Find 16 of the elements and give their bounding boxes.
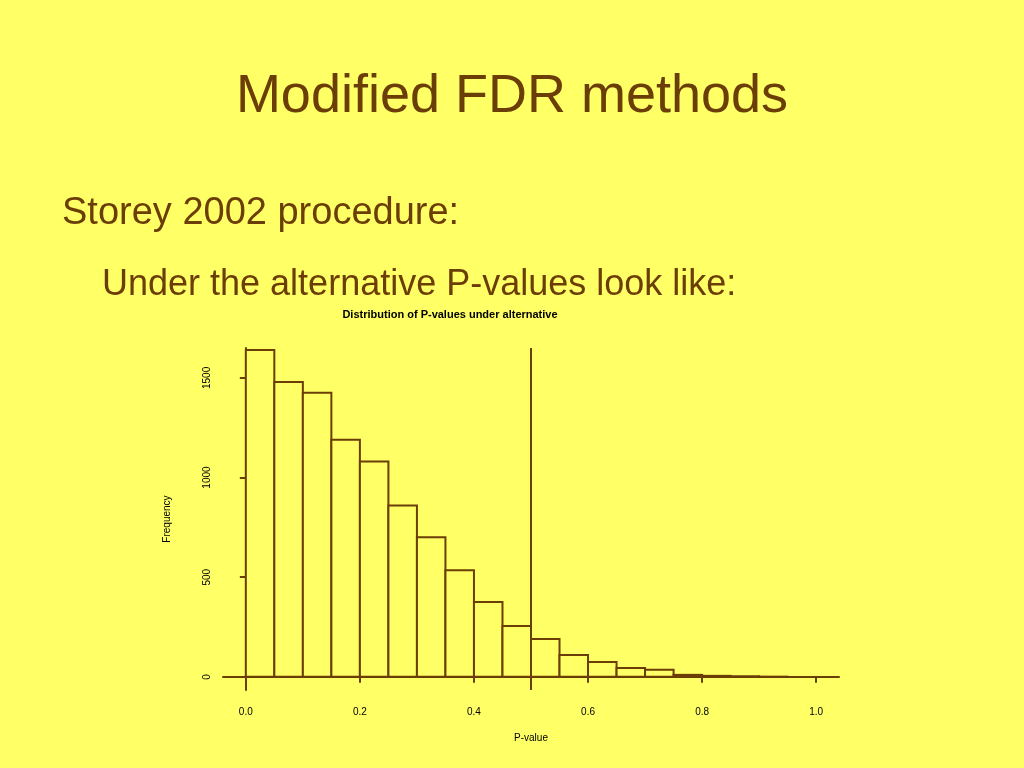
x-tick-label: 0.2 <box>352 705 368 717</box>
y-tick-label: 1500 <box>200 366 212 390</box>
chart-title: Modified FDR methods <box>234 62 790 124</box>
y-tick-label: 500 <box>200 568 212 586</box>
x-tick-label: 1.0 <box>809 705 824 717</box>
x-tick-label: 0.0 <box>238 705 254 717</box>
x-tick-label: 0.4 <box>467 705 482 717</box>
y-axis-title: Frequency <box>160 495 172 543</box>
y-tick-label: 1000 <box>200 465 212 489</box>
x-tick-label: 0.8 <box>695 705 710 717</box>
text: Storey 2002 procedure: <box>62 190 460 233</box>
y-tick-label: 0 <box>200 673 212 680</box>
x-tick-label: 0.6 <box>581 705 596 717</box>
chart-subtitle: Distribution of P-values under alternative <box>341 308 559 320</box>
x-axis-title: P-value <box>514 731 549 743</box>
text: Under the alternative P-values look like: <box>102 262 737 304</box>
